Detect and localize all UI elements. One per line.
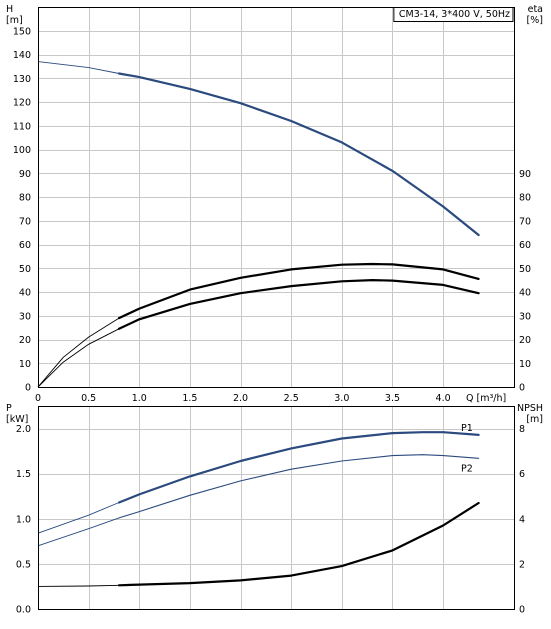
frame-layer — [38, 7, 515, 610]
panel2-left-tick-label: 2.0 — [16, 424, 31, 435]
panel2-right-tick-label: 0 — [519, 605, 525, 616]
panel2-series-p2-label: P2 — [461, 463, 473, 474]
panel2-right-tick-label: 4 — [519, 514, 525, 525]
panel1-left-tick-label: 110 — [13, 121, 31, 132]
x-tick-label: 2.0 — [233, 393, 248, 404]
panel1-left-tick-label: 60 — [19, 240, 31, 251]
x-tick-label: 0 — [35, 393, 41, 404]
panel1-left-tick-label: 30 — [19, 311, 31, 322]
panel1-right-tick-label: 20 — [519, 335, 531, 346]
panel1-right-tick-label: 30 — [519, 311, 531, 322]
series-layer — [37, 61, 480, 587]
panel1-right-axis-label: eta — [528, 4, 543, 15]
panel1-left-tick-label: 40 — [19, 288, 31, 299]
panel2-right-tick-label: 8 — [519, 424, 525, 435]
panel2-left-tick-label: 0.0 — [16, 605, 31, 616]
panel2-right-tick-label: 2 — [519, 559, 525, 570]
panel1-right-tick-label: 50 — [519, 264, 531, 275]
panel1-frame — [38, 7, 515, 388]
label-layer: 0102030405060708090100110120130140150010… — [6, 4, 543, 616]
x-axis-label: Q [m³/h] — [466, 393, 506, 404]
panel1-left-tick-label: 150 — [13, 26, 31, 37]
panel2-series-3-line — [117, 501, 480, 587]
panel2-right-axis-label: NPSH — [517, 403, 543, 414]
panel1-left-tick-label: 50 — [19, 264, 31, 275]
panel2-series-3-line-extended — [37, 584, 120, 587]
panel1-right-axis-label: [%] — [527, 15, 543, 26]
panel2-left-tick-label: 1.0 — [16, 514, 31, 525]
panel1-right-tick-label: 80 — [519, 193, 531, 204]
panel1-left-tick-label: 140 — [13, 50, 31, 61]
panel2-left-axis-label: P — [6, 403, 12, 414]
panel1-right-tick-label: 70 — [519, 216, 531, 227]
panel1-left-tick-label: 0 — [25, 383, 31, 394]
panel2-series-p2-line — [118, 454, 480, 519]
x-tick-label: 1.5 — [182, 393, 197, 404]
panel1-left-tick-label: 90 — [19, 169, 31, 180]
x-tick-label: 3.0 — [334, 393, 349, 404]
x-tick-label: 0.5 — [81, 393, 96, 404]
panel1-left-axis-label: H — [6, 4, 13, 15]
panel2-left-axis-label: [kW] — [6, 414, 28, 425]
panel1-left-tick-label: 20 — [19, 335, 31, 346]
panel2-series-p2-line-extended — [37, 517, 120, 547]
chart-title-frame — [393, 7, 514, 22]
panel1-left-tick-label: 80 — [19, 193, 31, 204]
panel2-series-p1-label: P1 — [461, 423, 473, 434]
x-tick-label: 3.5 — [385, 393, 400, 404]
panel2-right-tick-label: 6 — [519, 469, 525, 480]
panel1-left-tick-label: 100 — [13, 145, 31, 156]
x-tick-label: 2.5 — [284, 393, 299, 404]
panel1-left-tick-label: 120 — [13, 98, 31, 109]
panel2-left-tick-label: 0.5 — [16, 559, 31, 570]
panel1-series-2-line-extended — [37, 317, 120, 388]
panel1-left-axis-label: [m] — [6, 15, 23, 26]
panel1-left-tick-label: 70 — [19, 216, 31, 227]
panel1-right-tick-label: 60 — [519, 240, 531, 251]
panel2-left-tick-label: 1.5 — [16, 469, 31, 480]
x-tick-label: 1.0 — [132, 393, 147, 404]
panel2-right-axis-label: [m] — [526, 414, 543, 425]
panel1-right-tick-label: 90 — [519, 169, 531, 180]
chart-title: CM3-14, 3*400 V, 50Hz — [399, 9, 510, 20]
panel1-series-3-line-extended — [37, 328, 120, 388]
panel2-frame — [38, 406, 515, 610]
panel2-series-p1-line — [117, 431, 480, 504]
panel1-series-2-line — [117, 262, 480, 320]
grid-layer — [38, 7, 515, 610]
x-tick-label: 4.0 — [436, 393, 451, 404]
panel1-right-tick-label: 40 — [519, 288, 531, 299]
panel2-series-p1-line-extended — [37, 502, 120, 534]
panel1-series-1-line-extended — [37, 61, 120, 74]
panel1-series-1-line — [117, 72, 480, 237]
chart-title-box: CM3-14, 3*400 V, 50Hz — [393, 7, 514, 22]
panel1-left-tick-label: 10 — [19, 359, 31, 370]
panel1-series-3-line — [117, 279, 480, 330]
panel1-left-tick-label: 130 — [13, 74, 31, 85]
panel1-right-tick-label: 0 — [519, 383, 525, 394]
panel1-right-tick-label: 10 — [519, 359, 531, 370]
